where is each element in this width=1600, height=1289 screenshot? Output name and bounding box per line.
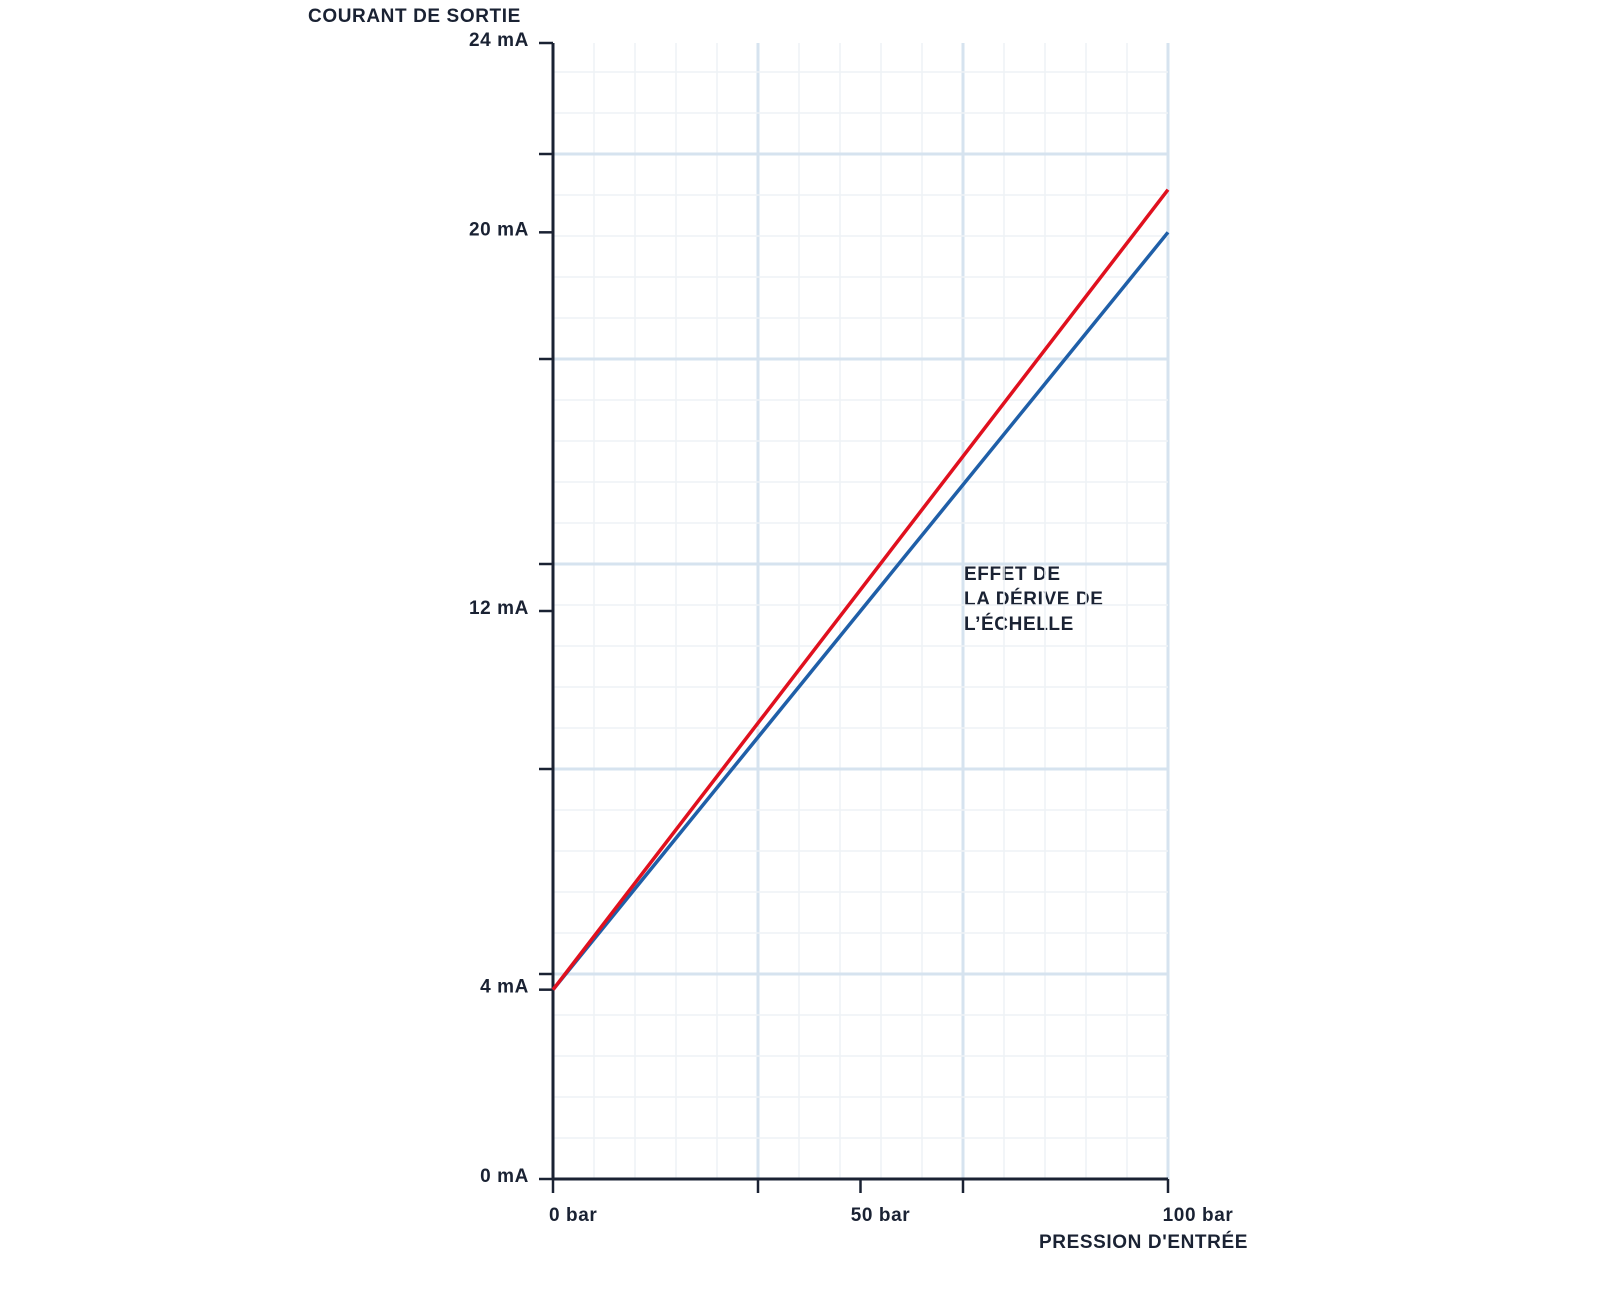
y-tick-label: 0 mA (480, 1166, 529, 1187)
annotation: L’ÉCHELLE (964, 613, 1074, 635)
y-tick-label: 24 mA (469, 30, 529, 51)
series-line (551, 231, 1170, 991)
y-tick-label: 4 mA (480, 977, 529, 998)
x-tick-label: 0 bar (549, 1205, 597, 1226)
y-axis-title: COURANT DE SORTIE (308, 6, 521, 27)
x-tick-label: 100 bar (1163, 1205, 1234, 1226)
series-line (551, 188, 1170, 991)
x-tick-label: 50 bar (851, 1205, 911, 1226)
y-tick-label: 12 mA (469, 598, 529, 619)
annotation: LA DÉRIVE DE (964, 588, 1104, 610)
x-axis-title: PRESSION D'ENTRÉE (1039, 1231, 1248, 1253)
annotation: EFFET DE (964, 564, 1061, 585)
y-tick-label: 20 mA (469, 219, 529, 240)
